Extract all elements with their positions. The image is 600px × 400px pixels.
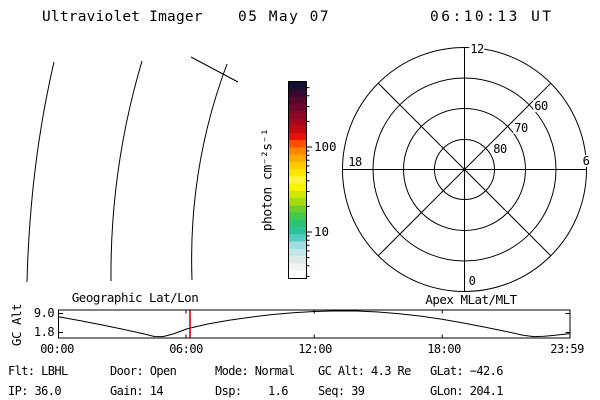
- observation-date: 05 May 07: [238, 9, 331, 25]
- gc-alt-curve: [58, 310, 570, 338]
- status-ip: IP: 36.0: [8, 384, 62, 398]
- mlat-label-80: 80: [492, 142, 508, 156]
- geo-plot-title: Geographic Lat/Lon: [71, 289, 199, 305]
- timeline-box: [58, 309, 571, 339]
- status-gain: Gain: 14: [110, 384, 164, 398]
- mlat-label-70: 70: [513, 121, 529, 135]
- colorbar-tick-label-10: 10: [314, 223, 330, 239]
- polar-grid: [342, 47, 587, 292]
- polar-plot-title: Apex MLat/MLT: [425, 291, 517, 307]
- ylabel-gc-alt: GC Alt: [8, 303, 24, 347]
- status-dsp: Dsp: 1.6: [215, 384, 288, 398]
- geo-grid-parallel: [190, 56, 239, 83]
- colorbar-unit-label: photon cm⁻²s⁻¹: [260, 128, 276, 232]
- geo-grid-meridian-2: [110, 60, 143, 282]
- colorbar-tick-label-100: 100: [314, 138, 337, 154]
- status-glat: GLat: −42.6: [430, 364, 503, 378]
- status-door: Door: Open: [110, 364, 177, 378]
- geo-grid-meridian-1: [26, 61, 55, 283]
- status-flt: Flt: LBHL: [8, 364, 68, 378]
- ytick-9-0: 9.0: [33, 306, 55, 320]
- mlat-label-60: 60: [533, 99, 549, 113]
- ytick-1-8: 1.8: [33, 325, 55, 339]
- xtick-0600: 06:00: [169, 342, 203, 356]
- status-mode: Mode: Normal: [215, 364, 295, 378]
- mlt-label-6: 6: [581, 154, 591, 168]
- geo-grid-meridian-3: [191, 63, 228, 281]
- timeline-tick-marks: [58, 310, 570, 338]
- colorbar-tick-marks: [306, 87, 312, 277]
- header-title: Ultraviolet Imager: [42, 9, 203, 25]
- xtick-1800: 18:00: [427, 342, 461, 356]
- xtick-2359: 23:59: [550, 342, 584, 356]
- colorbar-gradient: [288, 81, 307, 279]
- mlt-label-12: 12: [469, 42, 485, 56]
- status-seq: Seq: 39: [318, 384, 365, 398]
- mlt-label-18: 18: [347, 155, 363, 169]
- mlt-label-0: 0: [467, 274, 477, 288]
- status-glon: GLon: 204.1: [430, 384, 503, 398]
- xtick-0000: 00:00: [40, 342, 74, 356]
- status-gc-alt: GC Alt: 4.3 Re: [318, 364, 411, 378]
- xtick-1200: 12:00: [298, 342, 332, 356]
- observation-time: 06:10:13 UT: [430, 9, 554, 25]
